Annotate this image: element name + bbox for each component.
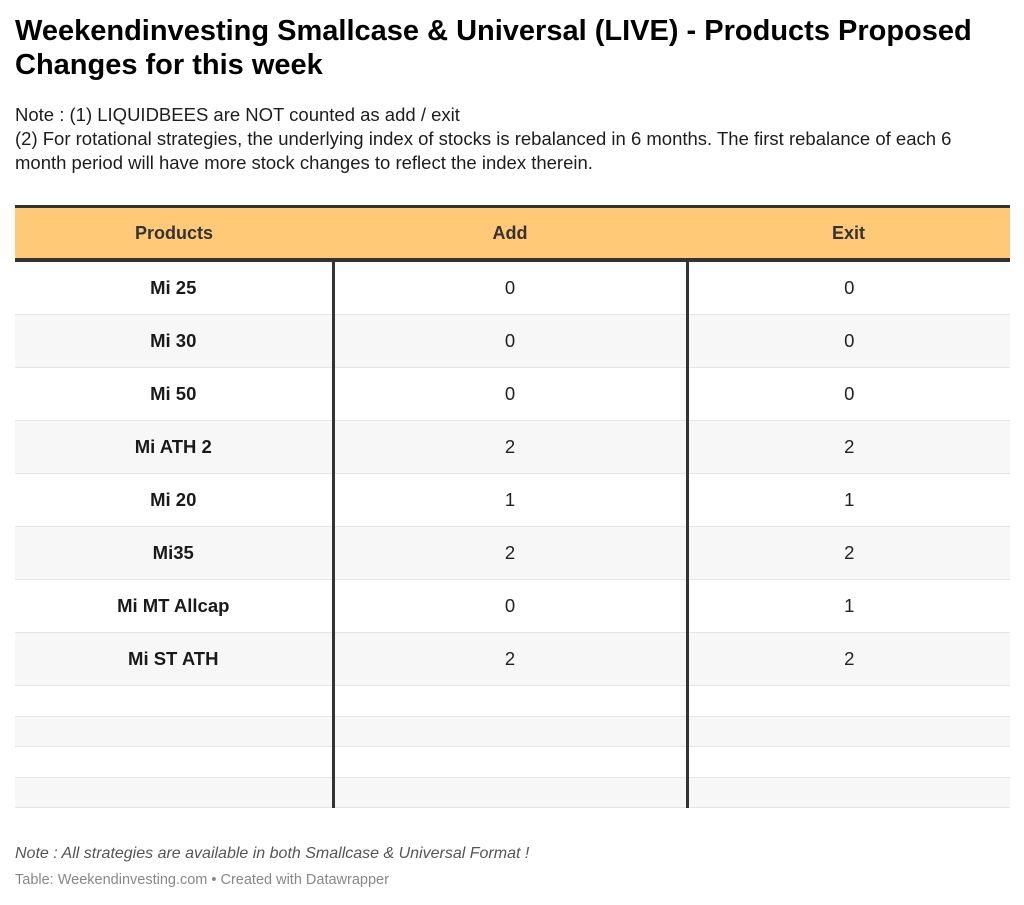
header-add[interactable]: Add	[333, 205, 687, 262]
cell-empty	[15, 777, 333, 808]
header-exit[interactable]: Exit	[687, 205, 1010, 262]
cell-empty	[331, 746, 687, 778]
table-row: Mi 20 1 1	[15, 473, 1010, 527]
cell-product: Mi 30	[15, 314, 333, 368]
cell-product: Mi35	[15, 526, 333, 580]
cell-product: Mi MT Allcap	[15, 579, 333, 633]
cell-add: 0	[331, 367, 687, 421]
table-body: Mi 25 0 0 Mi 30 0 0 Mi 50 0 0 Mi ATH 2 2…	[15, 260, 1010, 808]
cell-product: Mi 20	[15, 473, 333, 527]
table-row-empty	[15, 716, 1010, 747]
table-row: Mi 30 0 0	[15, 314, 1010, 368]
table-header: Products Add Exit	[15, 205, 1010, 262]
cell-empty	[15, 685, 333, 717]
changes-table-container: Products Add Exit Mi 25 0 0 Mi 30 0 0 Mi…	[15, 205, 1010, 808]
cell-product: Mi ST ATH	[15, 632, 333, 686]
table-row: Mi ST ATH 2 2	[15, 632, 1010, 686]
cell-exit: 1	[685, 473, 1010, 527]
cell-exit: 2	[685, 420, 1010, 474]
table-row: Mi MT Allcap 0 1	[15, 579, 1010, 633]
cell-add: 2	[331, 632, 687, 686]
cell-empty	[15, 716, 333, 747]
cell-add: 0	[331, 314, 687, 368]
note-line-2: (2) For rotational strategies, the under…	[15, 128, 952, 173]
footnote: Note : All strategies are available in b…	[15, 845, 530, 862]
cell-exit: 1	[685, 579, 1010, 633]
table-row-empty	[15, 746, 1010, 778]
cell-add: 0	[331, 579, 687, 633]
cell-empty	[15, 746, 333, 778]
note-line-1: Note : (1) LIQUIDBEES are NOT counted as…	[15, 104, 460, 125]
cell-empty	[331, 716, 687, 747]
cell-empty	[685, 685, 1010, 717]
cell-exit: 0	[685, 367, 1010, 421]
table-row: Mi 25 0 0	[15, 260, 1010, 315]
cell-add: 2	[331, 420, 687, 474]
cell-empty	[685, 716, 1010, 747]
cell-empty	[685, 746, 1010, 778]
cell-exit: 2	[685, 632, 1010, 686]
table-row: Mi ATH 2 2 2	[15, 420, 1010, 474]
cell-product: Mi 25	[15, 260, 333, 315]
header-products[interactable]: Products	[15, 205, 333, 262]
table-row-empty	[15, 685, 1010, 717]
table-row-empty	[15, 777, 1010, 808]
cell-add: 0	[331, 260, 687, 315]
credit-line: Table: Weekendinvesting.com • Created wi…	[15, 872, 389, 888]
cell-exit: 0	[685, 260, 1010, 315]
cell-empty	[685, 777, 1010, 808]
cell-empty	[331, 777, 687, 808]
page-title: Weekendinvesting Smallcase & Universal (…	[15, 15, 972, 81]
cell-exit: 2	[685, 526, 1010, 580]
cell-product: Mi ATH 2	[15, 420, 333, 474]
table-header-row: Products Add Exit	[15, 205, 1010, 262]
cell-product: Mi 50	[15, 367, 333, 421]
cell-exit: 0	[685, 314, 1010, 368]
changes-table: Products Add Exit Mi 25 0 0 Mi 30 0 0 Mi…	[15, 205, 1010, 808]
cell-empty	[331, 685, 687, 717]
table-row: Mi35 2 2	[15, 526, 1010, 580]
cell-add: 1	[331, 473, 687, 527]
notes-block: Note : (1) LIQUIDBEES are NOT counted as…	[15, 103, 1005, 175]
table-row: Mi 50 0 0	[15, 367, 1010, 421]
cell-add: 2	[331, 526, 687, 580]
